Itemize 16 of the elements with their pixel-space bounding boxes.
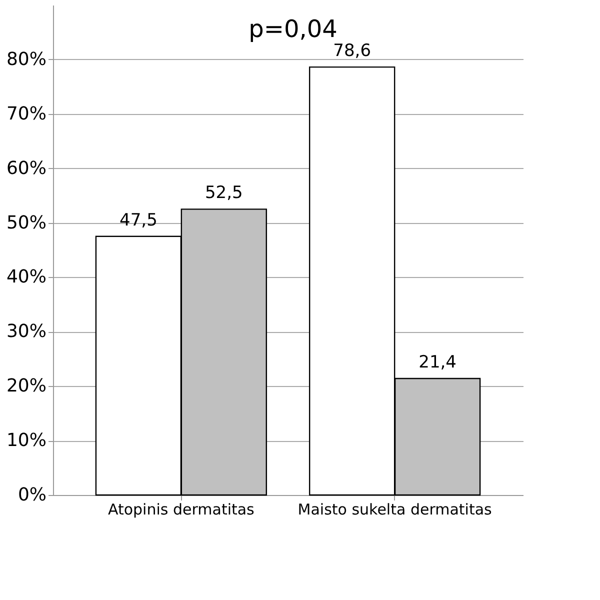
x-tick-label: Maisto sukelta dermatitas: [298, 500, 492, 518]
data-label: 52,5: [204, 183, 243, 204]
x-tick-label: Atopinis dermatitas: [108, 500, 255, 518]
y-tick-label: 40%: [6, 266, 46, 288]
y-tick-label: 50%: [6, 212, 46, 234]
y-tick-label: 20%: [6, 376, 46, 397]
y-tick-label: 60%: [6, 158, 46, 179]
y-tick-label: 0%: [18, 484, 46, 506]
y-tick-label: 10%: [6, 430, 46, 452]
data-label: 47,5: [120, 210, 158, 230]
annotation: p=0,04: [248, 15, 338, 43]
data-label: 21,4: [418, 352, 456, 372]
data-label: 78,6: [333, 41, 372, 62]
y-tick-label: 30%: [6, 321, 46, 342]
y-tick-label: 70%: [6, 103, 46, 124]
y-tick-label: 80%: [6, 48, 46, 70]
